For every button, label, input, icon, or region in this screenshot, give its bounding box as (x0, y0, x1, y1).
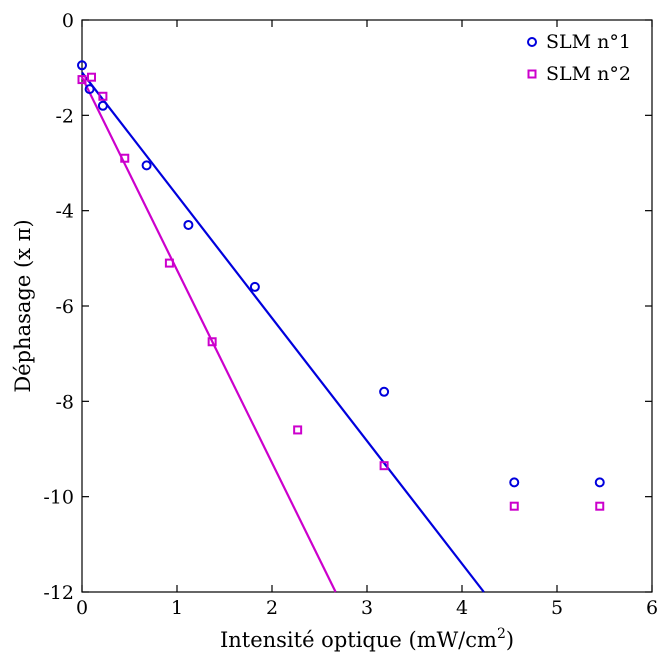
data-point-series-1 (594, 477, 605, 488)
fit-line-series-1 (81, 71, 485, 593)
legend: SLM n°1 SLM n°2 (527, 31, 631, 85)
fit-line-series-2 (81, 76, 337, 593)
y-tick-label: -4 (55, 201, 74, 223)
data-point-series-2 (164, 258, 174, 268)
data-point-series-2 (509, 501, 519, 511)
legend-label-series-1: SLM n°1 (546, 31, 631, 53)
x-tick-label: 3 (361, 597, 373, 619)
data-point-series-1 (183, 219, 194, 230)
y-tick-label: -6 (55, 296, 74, 318)
x-tick-label: 2 (266, 597, 278, 619)
y-tick-labels: 0 -2 -4 -6 -8 -10 -12 (43, 10, 74, 604)
data-point-series-2 (77, 75, 87, 85)
data-point-series-2 (207, 337, 217, 347)
data-point-series-1 (97, 100, 108, 111)
axis-ticks (81, 19, 653, 593)
y-tick-label: 0 (62, 10, 74, 32)
x-axis-label: Intensité optique (mW/cm2) (220, 626, 514, 652)
x-tick-label: 5 (551, 597, 563, 619)
y-tick-label: -12 (43, 582, 74, 604)
x-axis-label-superscript: 2 (497, 626, 506, 642)
data-point-series-1 (141, 160, 152, 171)
legend-marker-series-2 (527, 69, 537, 79)
data-point-series-2 (98, 91, 108, 101)
data-point-series-1 (509, 477, 520, 488)
legend-label-series-2: SLM n°2 (546, 63, 631, 85)
data-point-series-2 (595, 501, 605, 511)
plot-area (81, 19, 653, 593)
x-tick-labels: 0 1 2 3 4 5 6 (76, 597, 658, 619)
x-tick-label: 0 (76, 597, 88, 619)
y-tick-label: -2 (55, 105, 74, 127)
data-point-series-1 (77, 60, 87, 71)
y-tick-label: -8 (55, 391, 74, 413)
data-point-series-1 (249, 281, 260, 292)
data-point-series-2 (87, 72, 96, 82)
data-markers (77, 60, 605, 511)
fit-lines (81, 71, 485, 593)
data-point-series-2 (120, 153, 130, 163)
x-tick-label: 4 (456, 597, 468, 619)
x-axis-label-end: ) (506, 628, 514, 652)
y-tick-label: -10 (43, 487, 74, 509)
legend-marker-series-1 (527, 37, 537, 47)
data-point-series-1 (379, 386, 390, 397)
data-point-series-1 (84, 84, 95, 95)
x-tick-label: 6 (646, 597, 658, 619)
data-point-series-2 (379, 461, 389, 471)
data-point-series-2 (293, 425, 303, 435)
x-tick-label: 1 (171, 597, 183, 619)
y-axis-label: Déphasage (x π) (11, 219, 35, 392)
